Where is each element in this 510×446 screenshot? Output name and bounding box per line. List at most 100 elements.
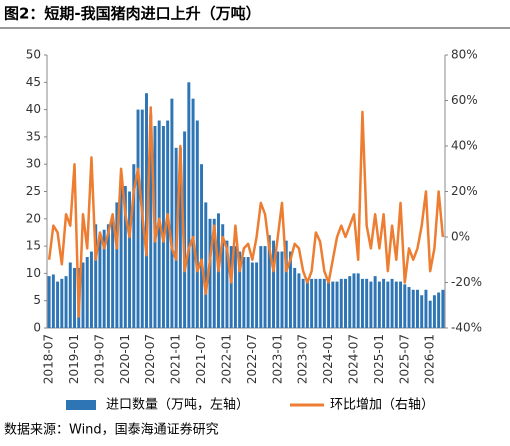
bar: [102, 229, 106, 328]
bar: [259, 246, 263, 328]
bar: [161, 125, 165, 328]
x-tick-label: 2022-07: [245, 334, 259, 384]
bar: [191, 98, 195, 329]
bar: [301, 278, 305, 328]
bar: [327, 281, 331, 328]
y2-tick-label: -40%: [451, 321, 482, 335]
bar: [322, 278, 326, 328]
bar: [229, 246, 233, 328]
x-tick-label: 2019-07: [92, 334, 106, 384]
bar: [297, 273, 301, 328]
y-tick-label: 20: [26, 211, 41, 225]
bar: [111, 218, 115, 328]
x-tick-label: 2023-07: [296, 334, 310, 384]
bar: [115, 202, 119, 328]
bar: [369, 281, 373, 328]
x-tick-label: 2026-01: [423, 334, 437, 384]
bar: [382, 278, 386, 328]
bar: [339, 278, 343, 328]
bar: [348, 276, 352, 328]
bar: [420, 295, 424, 328]
bar: [386, 281, 390, 328]
bar: [183, 131, 187, 328]
x-tick-label: 2021-01: [169, 334, 183, 384]
bar: [123, 186, 127, 328]
bar: [352, 273, 356, 328]
bar: [250, 262, 254, 328]
bar: [106, 224, 110, 328]
bar: [441, 289, 445, 328]
bar: [136, 109, 140, 328]
bar: [246, 257, 250, 328]
bar: [56, 281, 60, 328]
y-tick-label: 40: [26, 102, 41, 116]
x-tick-label: 2025-01: [372, 334, 386, 384]
y-tick-label: 30: [26, 157, 41, 171]
bar: [310, 278, 314, 328]
y2-tick-label: 80%: [451, 48, 478, 62]
y2-tick-label: -20%: [451, 275, 482, 289]
bar: [335, 281, 339, 328]
chart-title: 图2：短期-我国猪肉进口上升（万吨）: [4, 5, 261, 23]
bar: [344, 278, 347, 328]
bar: [73, 267, 77, 328]
x-tick-label: 2024-01: [321, 334, 335, 384]
bar: [94, 224, 98, 328]
bar: [221, 224, 225, 328]
bar: [238, 251, 242, 328]
y-tick-label: 50: [26, 48, 41, 62]
bar: [399, 281, 403, 328]
bar: [432, 295, 436, 328]
bar: [267, 235, 271, 328]
x-tick-label: 2022-01: [219, 334, 233, 384]
legend-label: 环比增加（右轴）: [330, 398, 434, 413]
bar: [280, 251, 284, 328]
y-tick-label: 0: [33, 321, 41, 335]
bar: [411, 289, 415, 328]
x-tick-label: 2023-01: [270, 334, 284, 384]
bar: [47, 276, 51, 328]
bar: [318, 278, 322, 328]
bar: [208, 218, 212, 328]
bar: [424, 289, 428, 328]
x-tick-label: 2021-07: [194, 334, 208, 384]
legend-swatch: [66, 400, 96, 410]
y-tick-label: 35: [26, 129, 41, 143]
bar: [356, 273, 360, 328]
bar: [60, 278, 64, 328]
bar: [145, 93, 148, 328]
y2-tick-label: 40%: [451, 139, 478, 153]
bar: [360, 278, 364, 328]
bar: [407, 287, 411, 328]
x-tick-label: 2019-01: [67, 334, 81, 384]
bar: [128, 191, 132, 328]
y-tick-label: 15: [26, 239, 41, 253]
bar: [390, 278, 394, 328]
bar: [85, 257, 89, 328]
bar: [437, 292, 441, 328]
bar: [293, 267, 297, 328]
bar: [365, 278, 369, 328]
x-tick-label: 2024-07: [346, 334, 360, 384]
bar: [170, 98, 174, 329]
x-tick-label: 2020-01: [118, 334, 132, 384]
bar: [212, 218, 216, 328]
bar: [64, 276, 68, 328]
bar: [288, 251, 292, 328]
bar: [394, 281, 398, 328]
bar: [255, 262, 259, 328]
bar: [132, 164, 136, 328]
bar: [98, 235, 102, 328]
bar: [225, 240, 229, 328]
bar: [51, 274, 55, 328]
y2-tick-label: 0%: [451, 230, 470, 244]
bar: [200, 164, 204, 328]
y2-tick-label: 60%: [451, 93, 478, 107]
bar: [305, 278, 309, 328]
y-tick-label: 25: [26, 184, 41, 198]
x-tick-label: 2018-07: [42, 334, 56, 384]
bar: [195, 120, 199, 329]
x-tick-label: 2020-07: [143, 334, 157, 384]
bar: [415, 289, 419, 328]
bar: [428, 300, 432, 328]
